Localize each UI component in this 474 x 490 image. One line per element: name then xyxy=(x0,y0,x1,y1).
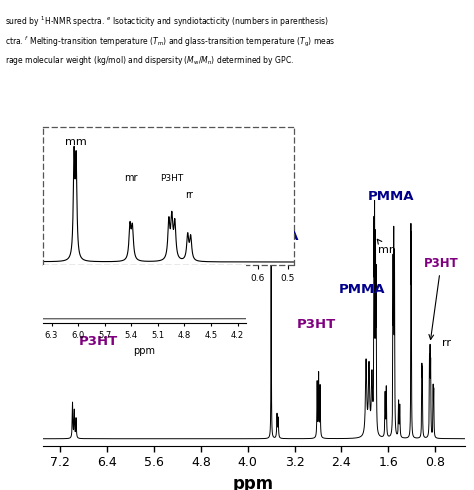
Text: sured by $^1$H-NMR spectra. $^e$ Isotacticity and syndiotacticity (numbers in pa: sured by $^1$H-NMR spectra. $^e$ Isotact… xyxy=(5,15,328,29)
X-axis label: ppm: ppm xyxy=(233,475,274,490)
Text: ctra. $^f$ Melting-transition temperature ($T_\mathrm{m}$) and glass-transition : ctra. $^f$ Melting-transition temperatur… xyxy=(5,34,335,49)
Text: P3HT: P3HT xyxy=(297,318,337,331)
Text: rr: rr xyxy=(185,191,193,200)
Text: PMMA: PMMA xyxy=(253,230,299,243)
X-axis label: ppm: ppm xyxy=(134,345,155,356)
Text: P3HT: P3HT xyxy=(424,257,458,340)
Text: P3HT: P3HT xyxy=(79,335,118,348)
Text: rr: rr xyxy=(442,338,451,348)
Text: mm: mm xyxy=(64,137,86,147)
Text: mr: mr xyxy=(377,239,393,255)
Text: PMMA: PMMA xyxy=(368,190,415,203)
Text: PMMA: PMMA xyxy=(339,283,385,296)
Text: rage molecular weight (kg/mol) and dispersity ($M_\mathrm{w}/M_\mathrm{n}$) dete: rage molecular weight (kg/mol) and dispe… xyxy=(5,54,294,67)
Text: mr: mr xyxy=(125,172,138,183)
X-axis label: ppm: ppm xyxy=(156,288,180,298)
Text: P3HT: P3HT xyxy=(160,173,183,183)
